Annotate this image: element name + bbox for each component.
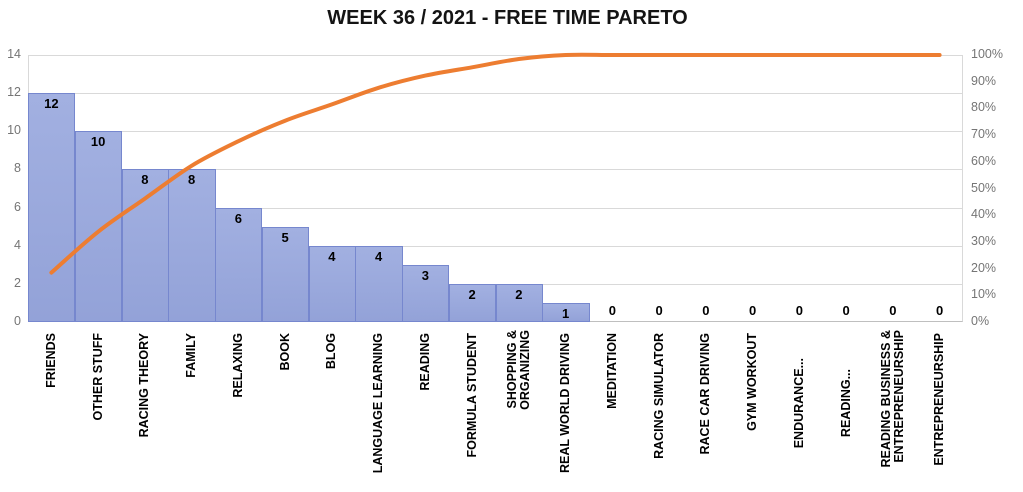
bar [28, 93, 76, 322]
bar-value-label: 1 [562, 305, 570, 321]
bar-value-label: 3 [421, 267, 429, 283]
pct-axis-tick-label: 100% [971, 47, 1003, 61]
category-label-text: READING BUSINESS & ENTREPRENEURSHIP [878, 330, 906, 468]
category-label-text: OTHER STUFF [90, 333, 105, 421]
bar-value-label: 0 [608, 303, 616, 318]
category-label-text: ENDURANCE... [791, 358, 806, 449]
category-label-text: FRIENDS [43, 333, 58, 388]
bar-value-label: 0 [702, 303, 710, 318]
pct-axis-tick-label: 40% [971, 207, 997, 222]
y-axis-tick-label: 0 [14, 314, 21, 328]
bar-value-label: 8 [188, 172, 196, 188]
category-label-text: MEDITATION [604, 333, 619, 409]
y-axis-tick-label: 14 [7, 47, 21, 61]
category-label-text: SHOPPING & ORGANIZING [504, 330, 532, 410]
category-label-text: REAL WORLD DRIVING [558, 333, 573, 474]
bar-value-label: 4 [375, 248, 383, 264]
category-label-text: BLOG [324, 333, 339, 370]
bar-value-label: 0 [749, 303, 757, 318]
category-label-text: RACE CAR DRIVING [698, 333, 713, 455]
pct-axis-tick-label: 50% [971, 180, 997, 195]
pct-axis-tick-label: 60% [971, 153, 997, 168]
category-label-text: RACING SIMULATOR [651, 333, 666, 459]
bar [542, 302, 590, 322]
bar [74, 131, 123, 322]
y-axis-tick-label: 2 [14, 275, 21, 290]
bar-value-label: 4 [328, 248, 336, 264]
category-label-text: ENTREPRENEURSHIP [932, 333, 947, 466]
category-label-text: FORMULA STUDENT [464, 333, 479, 458]
bar-value-label: 6 [234, 210, 242, 226]
category-label-text: GYM WORKOUT [745, 333, 760, 431]
pct-axis-tick-label: 30% [971, 233, 997, 248]
bar [495, 283, 543, 322]
bar-value-label: 0 [889, 303, 897, 318]
category-label-text: READING... [838, 369, 853, 438]
pct-axis-tick-label: 10% [971, 287, 997, 302]
pct-axis-tick-label: 80% [971, 100, 997, 115]
bar-value-label: 0 [842, 303, 850, 318]
pct-axis-tick-label: 0% [971, 314, 990, 328]
pct-axis-tick-label: 90% [971, 73, 997, 88]
bar-value-label: 0 [936, 303, 944, 318]
bar [168, 169, 216, 322]
bar [121, 169, 169, 322]
pct-axis-tick-label: 70% [971, 127, 997, 142]
bar [448, 283, 497, 322]
y-axis-tick-label: 6 [14, 199, 21, 214]
bar-value-label: 8 [141, 172, 149, 188]
category-label-text: LANGUAGE LEARNING [371, 333, 386, 474]
category-label-text: RACING THEORY [137, 333, 152, 438]
pct-axis-tick-label: 20% [971, 260, 997, 275]
bar-value-label: 5 [281, 229, 289, 245]
bar-value-label: 2 [515, 286, 523, 302]
chart-title: WEEK 36 / 2021 - FREE TIME PARETO [327, 7, 688, 29]
bar-value-label: 0 [655, 303, 663, 318]
bar-value-label: 2 [468, 286, 476, 302]
bar-value-label: 10 [90, 134, 106, 150]
category-label-text: FAMILY [184, 333, 199, 378]
y-axis-tick-label: 10 [7, 123, 21, 138]
category-label-text: BOOK [277, 333, 292, 371]
bar-value-label: 0 [795, 303, 803, 318]
bar-value-label: 12 [44, 96, 59, 112]
y-axis-tick-label: 4 [14, 237, 21, 252]
y-axis-tick-label: 12 [7, 85, 21, 100]
category-label-text: READING [417, 333, 432, 391]
category-label-text: RELAXING [230, 333, 245, 398]
y-axis-tick-label: 8 [14, 161, 21, 176]
